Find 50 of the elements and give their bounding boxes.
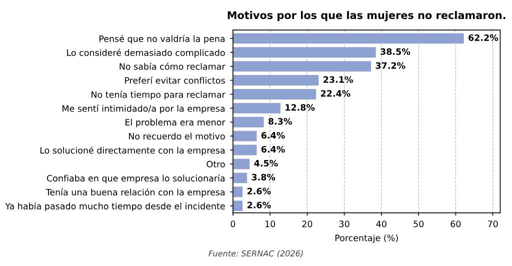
y-tick-label: Ya había pasado mucho tiempo desde el incidente	[5, 202, 225, 212]
y-tick-label: El problema era menor	[126, 118, 226, 128]
y-tick-label: Tenía una buena relación con la empresa	[46, 188, 225, 198]
data-label: 6.4%	[261, 132, 285, 139]
bar	[232, 102, 280, 114]
bar	[232, 200, 243, 212]
x-tick-label: 20	[302, 220, 312, 228]
data-label: 22.4%	[320, 90, 350, 97]
x-tick-label: 40	[376, 220, 386, 228]
bar	[232, 33, 464, 44]
bar	[232, 130, 257, 142]
x-tick-label: 30	[339, 220, 350, 228]
data-label: 8.3%	[268, 118, 292, 125]
data-label: 12.8%	[286, 104, 315, 111]
bar	[232, 186, 243, 198]
data-label: 62.2%	[468, 34, 498, 41]
x-axis-title: Porcentaje (%)	[335, 234, 398, 243]
x-tick-label: 70	[488, 220, 498, 228]
data-label: 2.6%	[247, 202, 271, 208]
x-tick-label: 0	[230, 220, 236, 228]
source-note: Fuente: SERNAC (2026)	[208, 250, 303, 258]
y-tick-label: Me sentí intimidado/a por la empresa	[62, 104, 225, 114]
bar	[232, 61, 372, 72]
bar	[232, 75, 319, 86]
x-tick-label: 60	[450, 220, 461, 228]
data-label: 38.5%	[380, 48, 410, 55]
data-label: 23.1%	[324, 76, 353, 83]
data-label: 2.6%	[247, 188, 271, 194]
x-tick-label: 50	[414, 220, 424, 228]
bar	[232, 116, 264, 128]
y-tick-label: Confiaba en que empresa lo solucionaría	[46, 174, 225, 184]
bar	[232, 172, 248, 184]
y-tick-label: No recuerdo el motivo	[128, 132, 225, 140]
y-tick-label: Otro	[206, 160, 225, 168]
x-tick-label: 10	[265, 220, 276, 228]
data-label: 4.5%	[254, 160, 278, 167]
bar	[232, 144, 257, 156]
y-tick-label: No tenía tiempo para reclamar	[92, 90, 226, 100]
bar	[232, 158, 250, 170]
bar	[232, 47, 376, 58]
data-label: 3.8%	[252, 174, 276, 180]
y-tick-label: Lo solucioné directamente con la empresa	[40, 146, 225, 156]
chart-title: Motivos por los que las mujeres no reclamaron.	[228, 11, 506, 22]
bar	[232, 88, 316, 100]
y-tick-label: Preferí evitar conflictos	[125, 76, 225, 84]
y-tick-label: Lo consideré demasiado complicado	[67, 48, 225, 58]
data-label: 37.2%	[376, 62, 406, 69]
y-tick-label: Pensé que no valdría la pena	[100, 34, 225, 44]
y-tick-label: No sabía cómo reclamar	[120, 62, 226, 70]
data-label: 6.4%	[261, 146, 285, 153]
